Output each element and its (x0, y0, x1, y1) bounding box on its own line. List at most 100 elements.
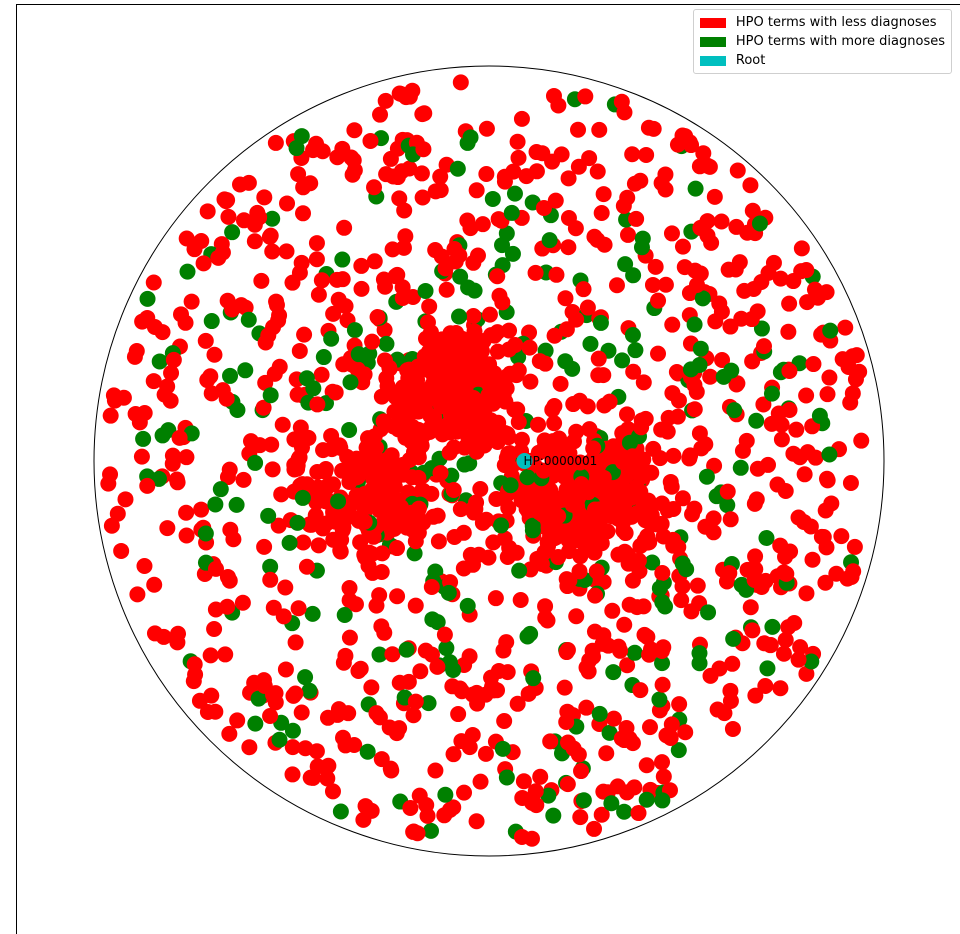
less-point (364, 488, 381, 505)
less-point (366, 253, 383, 270)
less-point (401, 160, 418, 177)
less-point (760, 456, 777, 473)
less-point (845, 563, 862, 580)
less-point (559, 703, 576, 720)
less-point (295, 534, 312, 551)
less-point (762, 637, 779, 654)
less-point (418, 797, 435, 814)
less-point (441, 801, 458, 818)
less-point (337, 647, 354, 664)
more-point (670, 742, 687, 759)
less-point (798, 262, 815, 279)
more-point (304, 605, 321, 622)
less-point (337, 737, 354, 754)
less-point (325, 305, 342, 322)
less-point (848, 347, 865, 364)
more-point (524, 517, 541, 534)
less-point (207, 601, 224, 618)
less-point (581, 421, 598, 438)
less-point (550, 549, 567, 566)
less-point (636, 626, 653, 643)
less-point (663, 478, 680, 495)
less-point (576, 522, 593, 539)
more-point (262, 387, 279, 404)
less-point (332, 514, 349, 531)
less-point (674, 490, 691, 507)
less-point (262, 571, 279, 588)
less-point (415, 141, 432, 158)
less-point (714, 351, 731, 368)
more-point (406, 545, 423, 562)
less-point (395, 466, 412, 483)
less-point (601, 393, 618, 410)
less-point (781, 401, 798, 418)
more-point (614, 352, 631, 369)
less-point (608, 277, 625, 294)
less-point (271, 358, 288, 375)
less-point (654, 676, 671, 693)
less-point (630, 805, 647, 822)
less-point (684, 506, 701, 523)
less-point (527, 264, 544, 281)
more-point (135, 430, 152, 447)
more-point (725, 630, 742, 647)
more-point (759, 660, 776, 677)
less-point (572, 454, 589, 471)
less-point (410, 469, 427, 486)
legend-item-root: Root (699, 51, 945, 70)
less-point (614, 454, 631, 471)
more-point (154, 427, 171, 444)
more-point (424, 611, 441, 628)
less-point (619, 657, 636, 674)
less-point (605, 710, 622, 727)
more-point (591, 705, 608, 722)
more-point (179, 263, 196, 280)
less-point (552, 375, 569, 392)
less-point (347, 596, 364, 613)
less-point (113, 542, 130, 559)
less-point (265, 686, 282, 703)
more-point (732, 459, 749, 476)
less-point (628, 479, 645, 496)
less-point (837, 319, 854, 336)
less-point (168, 471, 185, 488)
less-point (413, 165, 430, 182)
less-point (474, 216, 491, 233)
less-point (455, 405, 472, 422)
more-point (687, 180, 704, 197)
more-point (575, 792, 592, 809)
less-point (317, 463, 334, 480)
less-point (624, 146, 641, 163)
less-point (264, 243, 281, 260)
less-point (453, 733, 470, 750)
less-point (219, 469, 236, 486)
less-point (491, 391, 508, 408)
less-point (498, 380, 515, 397)
less-point (663, 225, 680, 242)
less-point (324, 783, 341, 800)
less-point (796, 466, 813, 483)
less-point (747, 687, 764, 704)
less-point (579, 299, 596, 316)
more-point (298, 370, 315, 387)
less-point (736, 282, 753, 299)
less-point (641, 646, 658, 663)
less-point (668, 364, 685, 381)
more-point (617, 256, 634, 273)
more-point (315, 349, 332, 366)
less-point (641, 719, 658, 736)
less-point (249, 204, 266, 221)
more-point (359, 743, 376, 760)
less-point (650, 345, 667, 362)
more-point (293, 128, 310, 145)
less-point (310, 537, 327, 554)
less-point (358, 439, 375, 456)
less-point (546, 415, 563, 432)
more-point (698, 468, 715, 485)
less-point (133, 448, 150, 465)
less-point (490, 211, 507, 228)
less-point (203, 385, 220, 402)
less-point (478, 165, 495, 182)
less-point (657, 276, 674, 293)
less-point (469, 695, 486, 712)
